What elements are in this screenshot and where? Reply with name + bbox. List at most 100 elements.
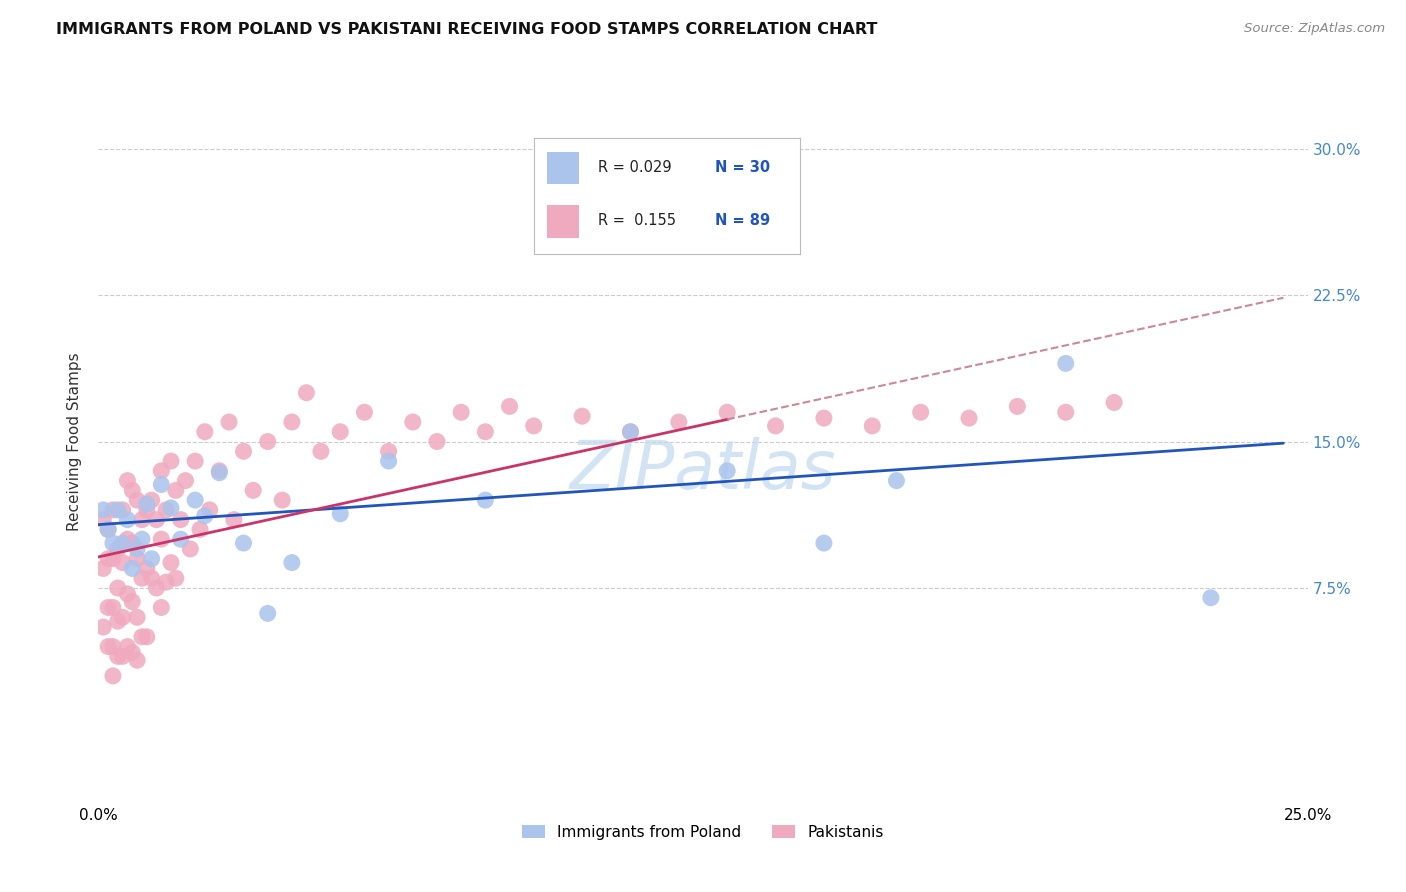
Point [957, 411, 980, 425]
Point [160, 454, 183, 468]
Point [121, 595, 143, 609]
Point [131, 571, 153, 585]
Point [91, 513, 114, 527]
Point [131, 513, 153, 527]
Point [150, 477, 173, 491]
Point [131, 630, 153, 644]
Point [127, 541, 149, 556]
Point [329, 507, 352, 521]
Point [150, 600, 173, 615]
Point [117, 587, 139, 601]
Point [765, 418, 787, 433]
Point [184, 454, 207, 468]
Point [426, 434, 449, 449]
Point [111, 556, 134, 570]
Point [716, 405, 738, 419]
Point [155, 503, 177, 517]
Point [121, 561, 143, 575]
Point [135, 630, 157, 644]
Point [101, 669, 124, 683]
Y-axis label: Receiving Food Stamps: Receiving Food Stamps [67, 352, 83, 531]
Point [101, 551, 124, 566]
Point [571, 409, 593, 424]
Point [184, 493, 207, 508]
Point [91, 503, 114, 517]
Point [813, 536, 835, 550]
Point [1199, 591, 1222, 605]
Point [107, 503, 129, 517]
Point [127, 610, 149, 624]
Point [716, 464, 738, 478]
Point [141, 493, 163, 508]
Point [91, 561, 114, 575]
Point [111, 649, 134, 664]
Point [145, 581, 167, 595]
Point [135, 503, 157, 517]
Point [150, 464, 173, 478]
Point [295, 385, 318, 400]
Point [377, 454, 399, 468]
Point [309, 444, 332, 458]
Point [111, 503, 134, 517]
Point [107, 614, 129, 628]
Point [194, 425, 217, 439]
Point [127, 493, 149, 508]
Point [97, 640, 120, 654]
Point [121, 536, 143, 550]
Point [117, 513, 139, 527]
Point [165, 483, 187, 498]
Point [498, 400, 520, 414]
Point [107, 541, 129, 556]
Point [155, 575, 177, 590]
Point [135, 561, 157, 575]
Point [668, 415, 690, 429]
Point [194, 508, 217, 523]
Point [174, 474, 197, 488]
Text: ZIPatlas: ZIPatlas [569, 437, 837, 503]
Point [256, 434, 278, 449]
Point [222, 513, 245, 527]
Point [101, 536, 124, 550]
Point [107, 581, 129, 595]
Point [523, 418, 546, 433]
Point [160, 500, 183, 515]
Point [232, 444, 254, 458]
Point [127, 653, 149, 667]
Point [141, 551, 163, 566]
Point [1054, 356, 1077, 370]
Point [117, 474, 139, 488]
Point [402, 415, 425, 429]
Point [91, 620, 114, 634]
Point [242, 483, 264, 498]
Point [377, 444, 399, 458]
Point [97, 551, 120, 566]
Point [860, 418, 883, 433]
Point [121, 483, 143, 498]
Point [101, 600, 124, 615]
Point [198, 503, 221, 517]
Point [101, 503, 124, 517]
Point [474, 425, 496, 439]
Point [813, 411, 835, 425]
Point [886, 474, 908, 488]
Point [450, 405, 472, 419]
Point [619, 425, 641, 439]
Point [1007, 400, 1029, 414]
Point [111, 610, 134, 624]
Point [131, 532, 153, 546]
Point [107, 649, 129, 664]
Point [141, 571, 163, 585]
Point [281, 415, 304, 429]
Point [910, 405, 932, 419]
Point [169, 532, 191, 546]
Point [135, 497, 157, 511]
Point [97, 523, 120, 537]
Point [97, 523, 120, 537]
Point [117, 640, 139, 654]
Point [188, 523, 211, 537]
Point [97, 600, 120, 615]
Text: IMMIGRANTS FROM POLAND VS PAKISTANI RECEIVING FOOD STAMPS CORRELATION CHART: IMMIGRANTS FROM POLAND VS PAKISTANI RECE… [56, 22, 877, 37]
Point [329, 425, 352, 439]
Point [232, 536, 254, 550]
Point [127, 551, 149, 566]
